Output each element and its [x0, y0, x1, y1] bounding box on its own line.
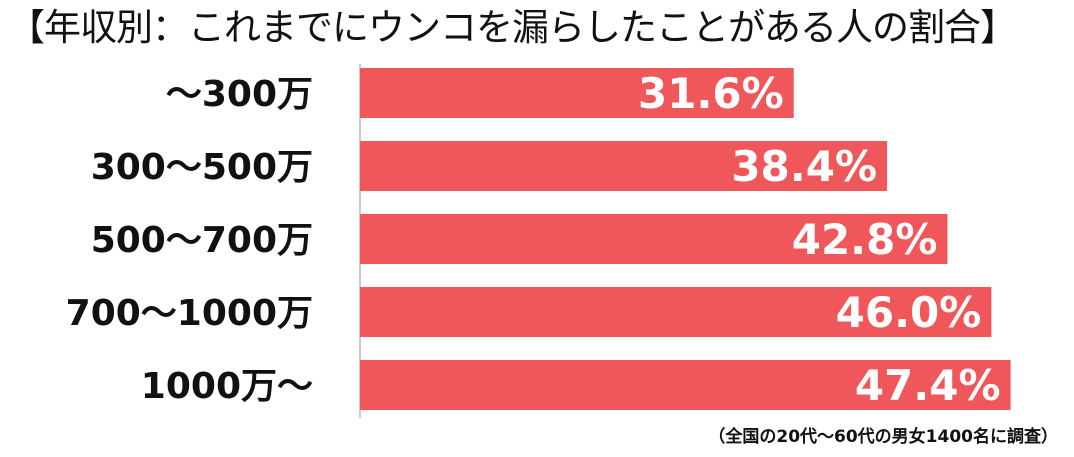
category-label: ～300万 — [166, 74, 313, 115]
category-label: 500～700万 — [91, 220, 313, 261]
value-label: 38.4% — [731, 142, 877, 191]
value-label: 31.6% — [638, 69, 784, 118]
bar — [360, 214, 948, 264]
chart-annotation: （全国の20代～60代の男女1400名に調査） — [708, 427, 1058, 447]
value-label: 46.0% — [836, 288, 982, 337]
category-label: 300～500万 — [91, 147, 313, 188]
bar — [360, 68, 794, 118]
bar — [360, 141, 888, 191]
value-label: 47.4% — [855, 361, 1001, 410]
category-label: 1000万～ — [141, 366, 313, 407]
value-label: 42.8% — [792, 215, 938, 264]
bar — [360, 360, 1011, 410]
bar — [360, 287, 992, 337]
chart-title: 【年収別：これまでにウンコを漏らしたことがある人の割合】 — [8, 6, 1017, 49]
category-label: 700～1000万 — [66, 293, 313, 334]
